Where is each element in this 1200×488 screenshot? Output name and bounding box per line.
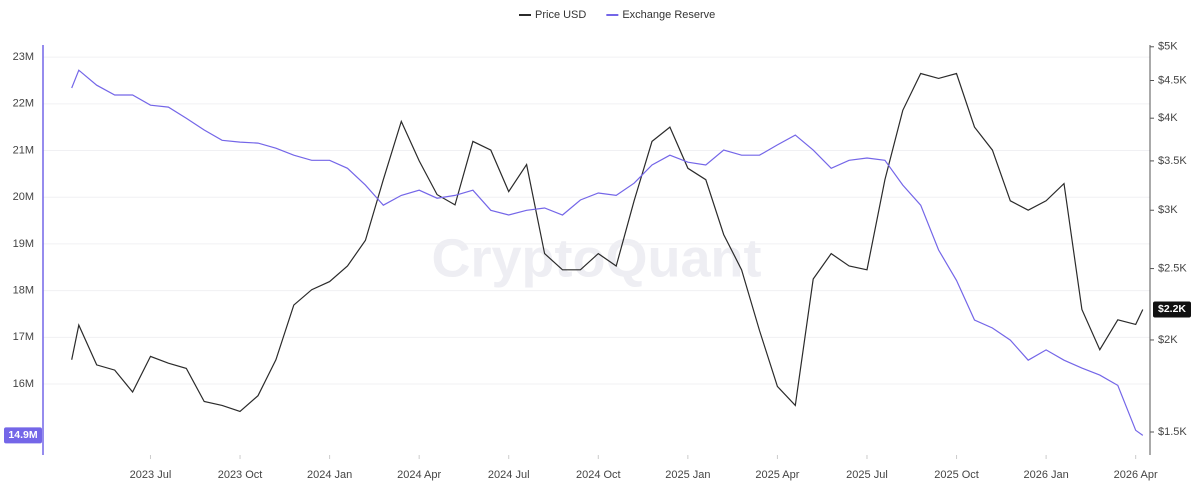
y2-tick-label: $3.5K — [1158, 155, 1187, 167]
series-line — [71, 69, 1144, 436]
x-tick-label: 2025 Apr — [755, 469, 799, 481]
y-tick-label: 21M — [13, 144, 34, 156]
y2-tick-label: $1.5K — [1158, 426, 1187, 438]
y2-tick-label: $4.5K — [1158, 74, 1187, 86]
y2-tick-label: $3K — [1158, 204, 1178, 216]
watermark: CryptoQuant — [432, 228, 762, 288]
x-tick-label: 2026 Apr — [1114, 469, 1158, 481]
current-value-badge — [4, 427, 42, 444]
y-tick-label: 20M — [13, 191, 34, 203]
y-tick-label: 17M — [13, 331, 34, 343]
x-tick-label: 2024 Jul — [488, 469, 530, 481]
series-line — [71, 72, 1144, 413]
x-tick-label: 2023 Oct — [218, 469, 263, 481]
y2-tick-label: $2K — [1158, 334, 1178, 346]
current-value-badge — [1153, 301, 1191, 318]
x-tick-label: 2026 Jan — [1023, 469, 1068, 481]
y-tick-label: 16M — [13, 378, 34, 390]
y-tick-label: 19M — [13, 238, 34, 250]
current-value-label: $2.2K — [1158, 303, 1186, 315]
x-tick-label: 2023 Jul — [130, 469, 172, 481]
x-tick-label: 2024 Oct — [576, 469, 621, 481]
x-tick-label: 2025 Oct — [934, 469, 979, 481]
legend-label: Price USD — [535, 9, 586, 21]
y2-tick-label: $4K — [1158, 112, 1178, 124]
y-tick-label: 22M — [13, 98, 34, 110]
x-tick-label: 2024 Apr — [397, 469, 441, 481]
current-value-label: 14.9M — [8, 429, 37, 441]
y2-tick-label: $5K — [1158, 41, 1178, 53]
x-tick-label: 2024 Jan — [307, 469, 352, 481]
x-tick-label: 2025 Jul — [846, 469, 888, 481]
legend-label: Exchange Reserve — [622, 9, 715, 21]
y-tick-label: 18M — [13, 285, 34, 297]
y-tick-label: 23M — [13, 51, 34, 63]
x-tick-label: 2025 Jan — [665, 469, 710, 481]
y2-tick-label: $2.5K — [1158, 262, 1187, 274]
